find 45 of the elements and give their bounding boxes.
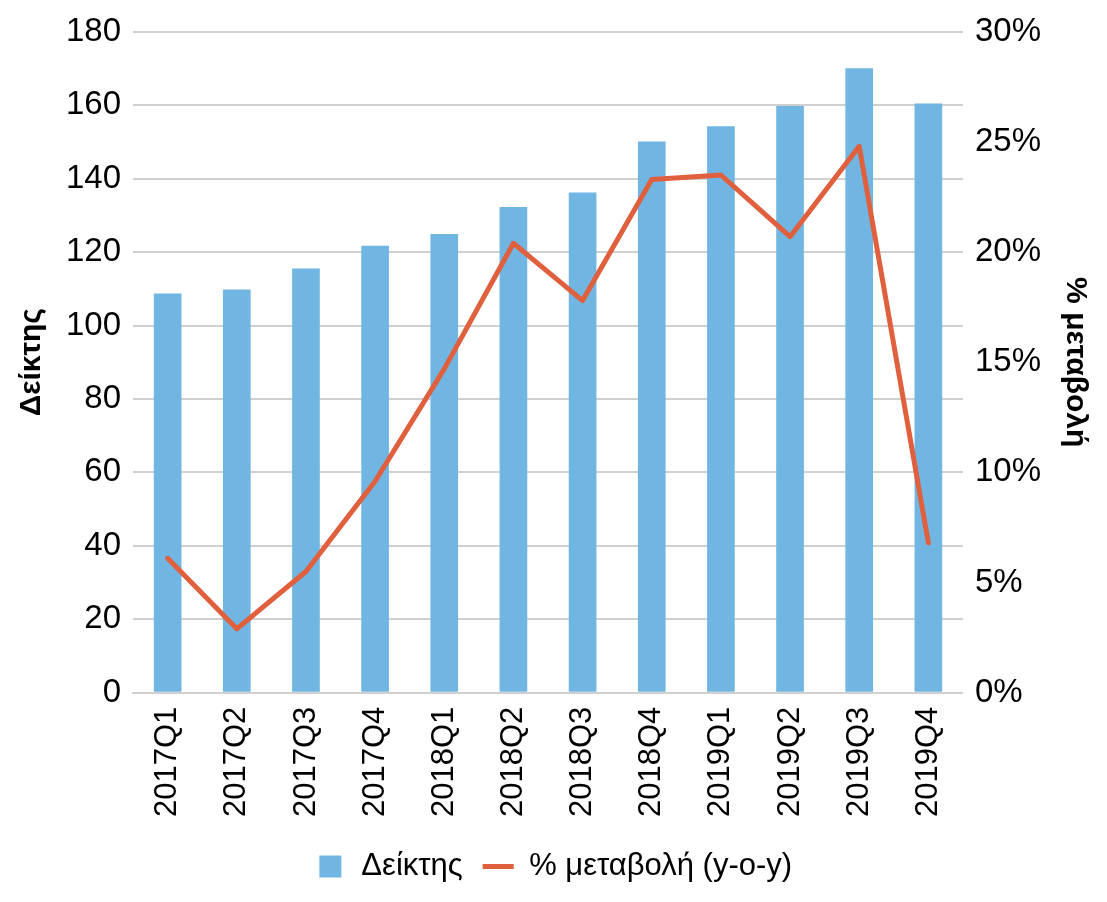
x-tick-label: 2017Q2 — [217, 706, 253, 818]
x-tick-label: 2017Q4 — [355, 706, 391, 818]
x-tick-label: 2019Q3 — [839, 706, 875, 818]
bar — [499, 206, 528, 692]
x-tick-label: 2019Q4 — [908, 706, 944, 818]
x-tick-label: 2018Q1 — [424, 706, 460, 818]
y-tick-label: 60 — [84, 451, 122, 489]
y-tick-label: 40 — [84, 524, 122, 562]
y-tick-label: 80 — [84, 378, 122, 416]
bar — [637, 141, 666, 692]
bar — [914, 103, 943, 692]
x-tick-label: 2018Q2 — [493, 706, 529, 818]
y-tick-label: 100 — [66, 304, 122, 342]
bar — [430, 234, 459, 692]
x-tick-label: 2018Q4 — [632, 706, 668, 818]
bar — [361, 245, 389, 692]
bar — [845, 68, 874, 692]
y2-tick-label: 0% — [974, 671, 1023, 709]
x-tick-label: 2017Q3 — [286, 706, 322, 818]
y2-tick-label: 30% — [974, 10, 1042, 48]
y2-tick-label: 10% — [974, 451, 1042, 489]
y2-axis-title: % μεταβολή — [1060, 277, 1094, 448]
bar — [292, 268, 320, 692]
x-tick-label: 2018Q3 — [563, 706, 599, 818]
x-tick-label: 2017Q1 — [148, 706, 184, 818]
legend-label: Δείκτης — [361, 847, 463, 883]
y2-tick-label: 20% — [974, 231, 1042, 269]
y-tick-label: 0 — [102, 671, 122, 709]
x-tick-label: 2019Q1 — [701, 706, 737, 818]
bar — [568, 192, 597, 692]
bar — [707, 126, 735, 692]
x-tick-label: 2019Q2 — [770, 706, 806, 818]
y-tick-label: 140 — [66, 157, 122, 195]
y-axis-title: Δείκτης — [13, 308, 47, 417]
y-tick-label: 160 — [66, 84, 122, 122]
y2-tick-label: 5% — [974, 561, 1023, 599]
y-tick-label: 120 — [66, 231, 122, 269]
legend-label: % μεταβολή (y-o-y) — [529, 847, 793, 883]
y2-tick-label: 15% — [974, 341, 1042, 379]
y-tick-label: 180 — [66, 10, 122, 48]
y2-tick-label: 25% — [974, 121, 1042, 159]
bar — [222, 289, 251, 692]
bar — [776, 105, 804, 692]
bar — [153, 293, 182, 692]
y-tick-label: 20 — [84, 598, 122, 636]
